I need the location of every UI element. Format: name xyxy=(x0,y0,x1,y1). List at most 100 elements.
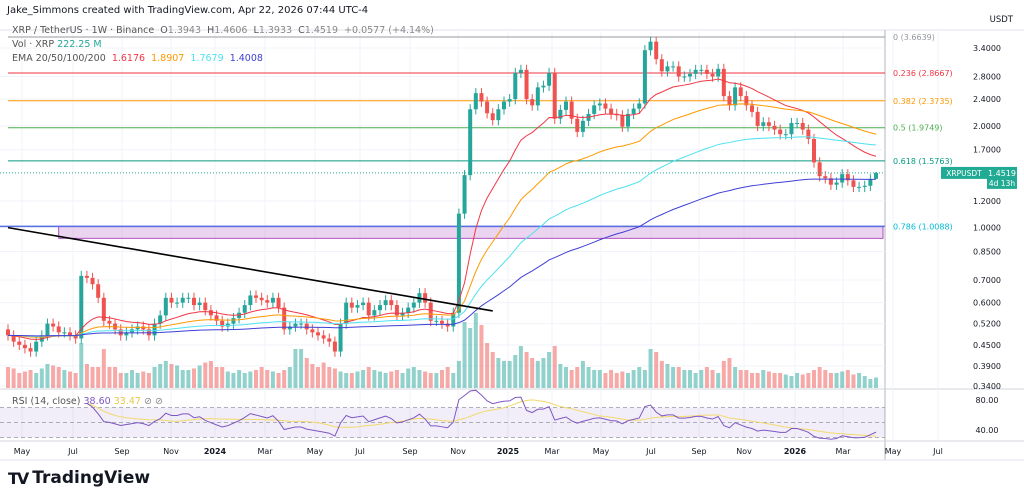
volume-bar xyxy=(659,361,664,388)
volume-bar xyxy=(642,370,647,388)
ema100-value: 1.7679 xyxy=(190,53,224,64)
candle-body xyxy=(485,101,490,114)
candle-body xyxy=(507,99,512,102)
ema-legend[interactable]: EMA 20/50/100/200 1.6176 1.8907 1.7679 1… xyxy=(12,53,263,64)
symbol-tag xyxy=(941,166,987,179)
symbol-name[interactable]: XRP / TetherUS · 1W · Binance xyxy=(12,25,155,36)
volume-bar xyxy=(327,367,332,388)
volume-bar xyxy=(56,367,61,388)
candle-body xyxy=(45,323,50,336)
high-label: H xyxy=(207,25,215,36)
candle-body xyxy=(603,103,608,109)
volume-bar xyxy=(812,370,816,388)
volume-bar xyxy=(175,365,180,388)
tradingview-logo[interactable]: TV TradingView xyxy=(8,468,150,488)
volume-bar xyxy=(874,377,878,388)
candle-body xyxy=(840,174,845,183)
volume-bar xyxy=(265,370,270,388)
candle-body xyxy=(73,335,78,339)
candle-body xyxy=(834,182,839,185)
rsi-legend[interactable]: RSI (14, close) 38.60 33.47 ⊘ ⊘ xyxy=(12,396,163,407)
volume-bar xyxy=(789,376,794,388)
volume-bar xyxy=(778,373,783,388)
rsi-ma-value: 33.47 xyxy=(113,396,141,407)
candle-body xyxy=(592,105,597,114)
low-value: 1.3933 xyxy=(258,25,293,36)
time-axis-label: Mar xyxy=(835,447,851,456)
fib-level-label: 0.382 (2.3735) xyxy=(893,97,953,106)
countdown: 4d 13h xyxy=(989,179,1015,188)
candle-body xyxy=(851,180,856,187)
price-axis-label: 0.3400 xyxy=(973,382,1001,391)
candle-body xyxy=(186,297,191,299)
volume-bar xyxy=(823,370,828,388)
volume-bar xyxy=(738,370,743,388)
price-axis-label: 0.5200 xyxy=(973,320,1001,329)
volume-bar xyxy=(840,371,845,388)
time-axis-label: Nov xyxy=(736,447,752,456)
volume-bar xyxy=(755,373,760,388)
price-axis-label: 0.7000 xyxy=(973,276,1001,285)
candle-body xyxy=(637,103,642,109)
ema50-line xyxy=(7,103,877,338)
volume-bar xyxy=(445,367,450,388)
volume-legend[interactable]: Vol · XRP 222.25 M xyxy=(12,39,102,50)
time-axis-label: Sep xyxy=(691,447,706,456)
volume-bar xyxy=(90,367,95,388)
candle-body xyxy=(163,297,168,316)
ema200-line xyxy=(7,178,877,337)
candle-body xyxy=(180,297,185,303)
candle-body xyxy=(400,312,405,316)
volume-bar xyxy=(845,370,850,388)
candle-body xyxy=(90,277,95,285)
volume-bar xyxy=(96,367,101,388)
candle-body xyxy=(434,320,439,322)
volume-bar xyxy=(710,370,715,388)
candle-body xyxy=(704,69,709,74)
candle-body xyxy=(744,96,749,106)
volume-bar xyxy=(338,371,343,388)
candle-body xyxy=(468,109,473,176)
volume-bar xyxy=(186,370,191,388)
volume-bar xyxy=(524,352,529,388)
time-axis-label: Nov xyxy=(163,447,179,456)
volume-bar xyxy=(744,370,749,388)
volume-bar xyxy=(507,361,512,388)
volume-bar xyxy=(535,361,540,388)
candle-body xyxy=(862,185,867,187)
candle-body xyxy=(394,305,399,316)
volume-bar xyxy=(310,364,315,388)
candle-body xyxy=(496,109,501,121)
fib-level-label: 0.5 (1.9749) xyxy=(893,124,943,133)
candle-body xyxy=(175,302,180,304)
candle-body xyxy=(473,93,478,110)
candle-body xyxy=(817,162,822,177)
candle-body xyxy=(812,138,816,163)
candle-body xyxy=(344,302,349,324)
candle-body xyxy=(372,310,377,316)
candle-body xyxy=(462,175,467,214)
volume-bar xyxy=(332,368,337,388)
candle-body xyxy=(868,179,873,186)
candle-body xyxy=(293,323,298,327)
candle-body xyxy=(806,129,811,139)
volume-bar xyxy=(614,373,619,388)
candle-body xyxy=(727,96,732,106)
volume-bar xyxy=(592,370,597,388)
candle-body xyxy=(316,332,320,336)
volume-bar xyxy=(349,373,354,388)
candle-body xyxy=(535,87,540,106)
volume-bar xyxy=(428,373,433,388)
candle-body xyxy=(738,87,743,97)
volume-bar xyxy=(586,367,591,388)
volume-bar xyxy=(637,367,642,388)
candle-body xyxy=(231,318,236,324)
candle-body xyxy=(778,129,783,135)
price-axis-label: 1.2000 xyxy=(973,197,1001,206)
candle-body xyxy=(783,134,788,136)
volume-bar xyxy=(180,370,185,388)
candle-body xyxy=(688,73,692,77)
volume-bar xyxy=(496,358,501,388)
volume-bar xyxy=(676,367,681,388)
